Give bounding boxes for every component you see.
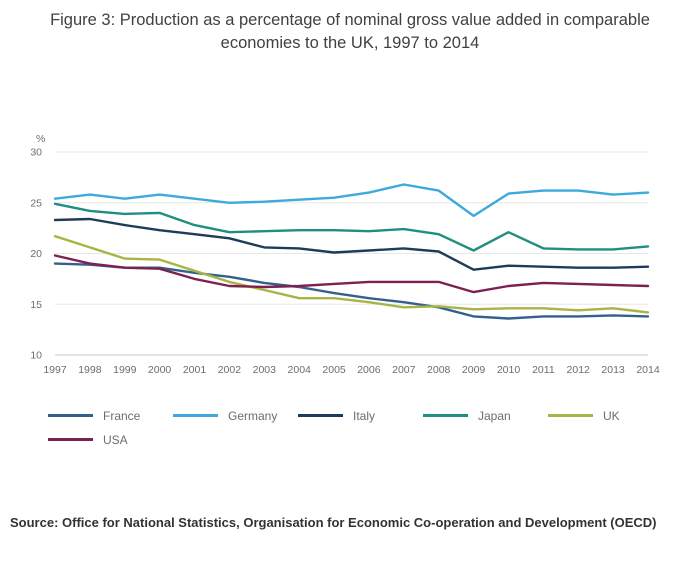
page-title: Figure 3: Production as a percentage of … — [50, 11, 650, 53]
legend-swatch-uk — [548, 414, 593, 417]
x-tick-label: 1997 — [43, 364, 67, 376]
source-note: Source: Office for National Statistics, … — [10, 515, 657, 530]
legend-label-uk: UK — [603, 408, 620, 423]
x-tick-label: 1998 — [78, 364, 102, 376]
x-tick-label: 2000 — [148, 364, 172, 376]
legend-swatch-usa — [48, 438, 93, 441]
legend-item-germany[interactable]: Germany — [173, 408, 298, 423]
y-axis-unit-label: % — [36, 133, 45, 145]
legend-item-uk[interactable]: UK — [548, 408, 673, 423]
legend-item-italy[interactable]: Italy — [298, 408, 423, 423]
y-tick-label: 30 — [30, 147, 42, 159]
series-line-uk — [53, 234, 650, 314]
legend-label-japan: Japan — [478, 408, 511, 423]
y-tick-label: 15 — [30, 299, 42, 311]
series-line-usa — [53, 254, 650, 294]
x-tick-label: 2014 — [636, 364, 660, 376]
x-tick-label: 2001 — [183, 364, 207, 376]
x-tick-label: 2002 — [218, 364, 242, 376]
x-tick-label: 2010 — [497, 364, 521, 376]
x-tick-label: 2012 — [567, 364, 591, 376]
chart-svg: 10 15 20 25 30% 1997 1998 1999 2000 2001 2002 2003 2… — [30, 133, 660, 376]
legend-label-germany: Germany — [228, 408, 278, 423]
series-line-germany — [53, 183, 650, 218]
legend: France Germany Italy Japan UK USA — [48, 408, 693, 447]
y-tick-label: 20 — [30, 248, 42, 260]
series-line-japan — [53, 202, 650, 252]
x-tick-label: 2004 — [288, 364, 312, 376]
x-tick-label: 1999 — [113, 364, 137, 376]
legend-swatch-germany — [173, 414, 218, 417]
y-tick-label: 25 — [30, 197, 42, 209]
legend-swatch-france — [48, 414, 93, 417]
x-tick-label: 2005 — [322, 364, 346, 376]
x-tick-label: 2007 — [392, 364, 416, 376]
legend-label-france: France — [103, 408, 141, 423]
x-tick-label: 2008 — [427, 364, 451, 376]
series-line-italy — [53, 217, 650, 271]
x-tick-label: 2013 — [601, 364, 625, 376]
x-tick-label: 2009 — [462, 364, 486, 376]
x-tick-label: 2003 — [253, 364, 277, 376]
legend-item-france[interactable]: France — [48, 408, 173, 423]
legend-swatch-japan — [423, 414, 468, 417]
x-tick-label: 2011 — [532, 364, 555, 376]
legend-label-italy: Italy — [353, 408, 376, 423]
legend-label-usa: USA — [103, 432, 128, 447]
legend-item-japan[interactable]: Japan — [423, 408, 548, 423]
legend-item-usa[interactable]: USA — [48, 432, 173, 447]
legend-swatch-italy — [298, 414, 343, 417]
x-tick-label: 2006 — [357, 364, 381, 376]
y-tick-label: 10 — [30, 350, 42, 362]
